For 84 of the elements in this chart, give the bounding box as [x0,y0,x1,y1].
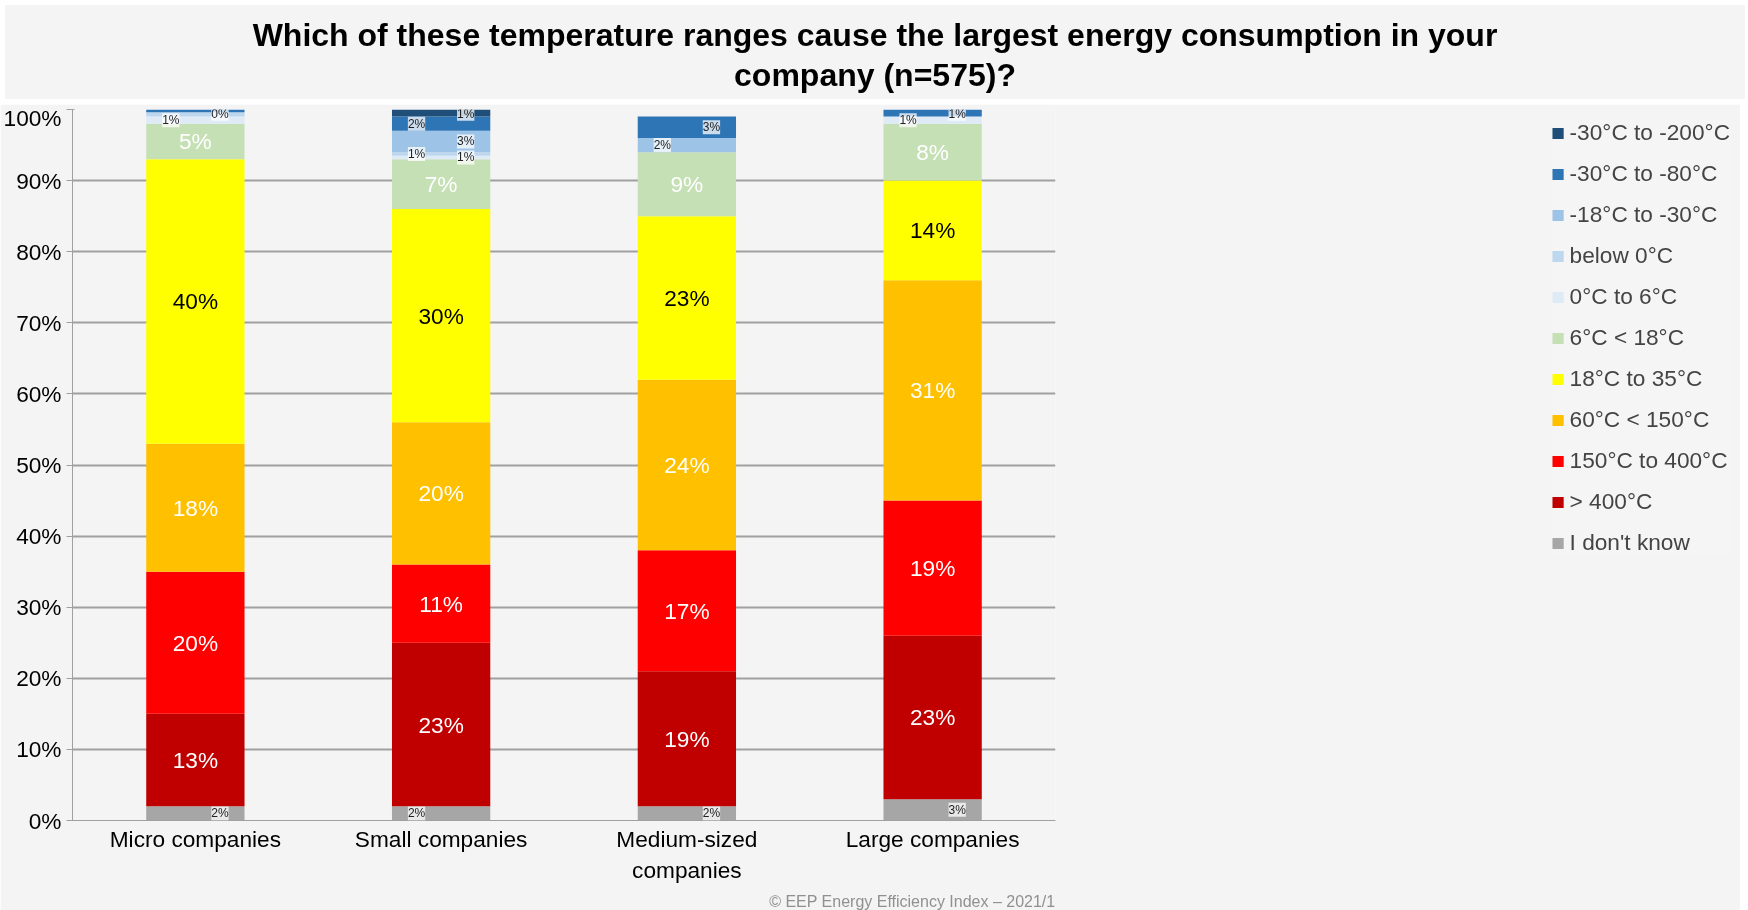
data-label: 3% [457,134,475,149]
data-label: 23% [909,704,956,731]
bar [146,123,245,160]
legend-label: > 400°C [1569,488,1653,515]
data-label: 23% [664,284,710,311]
bar [391,209,491,423]
data-label: 30% [418,302,464,329]
data-label: 23% [418,711,464,738]
data-label: 3% [948,802,967,817]
data-label: 1% [948,106,967,121]
y-tick-label: 30% [16,594,62,621]
y-tick-label: 80% [16,238,62,265]
data-label: 1% [899,113,918,128]
x-tick-label: Small companies [354,825,528,852]
bar [883,500,982,636]
bar [637,379,737,551]
data-label: 18% [172,494,219,521]
data-label: 0% [211,106,229,121]
data-label: 9% [670,171,704,198]
y-tick-label: 70% [16,309,62,336]
bar [883,123,982,181]
y-tick-label: 0% [28,807,62,834]
data-label: 19% [909,555,956,582]
data-label: 1% [457,106,475,121]
y-tick-label: 40% [16,523,62,550]
bar [637,216,737,380]
y-tick-label: 60% [16,380,62,407]
data-label: 1% [162,113,180,128]
legend-label: -18°C to -30°C [1569,201,1718,228]
data-label: 2% [702,806,721,821]
chart-title: Which of these temperature ranges cause the largest energy consumption in your company (n=575)? [251,16,1499,95]
bar [637,671,737,807]
data-label: 17% [664,597,710,624]
bar [391,159,491,210]
data-label: 3% [702,120,721,135]
legend-label: I don't know [1569,529,1690,556]
data-label: 7% [424,171,458,198]
data-label: 8% [916,139,949,166]
bar [637,152,737,217]
bar [146,571,245,714]
bar [391,564,491,643]
bar [146,443,245,572]
bar [146,713,245,807]
data-label: 1% [457,150,475,165]
legend-label: 0°C to 6°C [1569,283,1678,310]
legend-label: 60°C < 150°C [1569,406,1710,433]
x-tick-label: Medium-sized companies [616,825,758,883]
bar [146,159,245,444]
data-label: 2% [407,116,426,131]
y-tick-label: 10% [16,736,62,763]
bar [391,422,491,565]
bar [883,635,982,800]
data-label: 13% [172,747,219,774]
data-label: 2% [211,806,229,821]
text: © EEP Energy Efficiency Index – 2021/1 [769,892,1056,910]
y-tick-label: 100% [3,104,62,131]
data-label: 31% [909,377,956,404]
data-label: 19% [664,725,710,752]
legend-label: 6°C < 18°C [1569,324,1685,351]
data-label: 5% [179,128,212,155]
data-label: 20% [172,629,219,656]
bar [883,180,982,281]
y-tick-label: 50% [16,452,62,478]
data-label: 14% [909,217,956,244]
data-label: 20% [418,480,464,507]
legend-label: below 0°C [1569,242,1674,269]
x-tick-label: Large companies [845,825,1020,852]
bar [883,280,982,501]
legend-label: 150°C to 400°C [1569,447,1728,474]
data-label: 11% [419,590,463,617]
data-label: 2% [653,138,672,153]
bar [637,550,737,672]
legend-label: 18°C to 35°C [1569,365,1703,392]
legend-label: -30°C to -80°C [1569,160,1718,187]
data-label: 40% [172,288,219,315]
x-tick-label: Micro companies [109,825,282,852]
data-label: 2% [407,806,426,821]
data-label: 24% [664,452,710,478]
y-tick-label: 20% [16,665,62,692]
data-label: 1% [407,146,426,161]
legend-label: -30°C to -200°C [1569,119,1730,146]
bar [391,642,491,807]
bar [637,116,737,138]
y-tick-label: 90% [16,167,62,194]
